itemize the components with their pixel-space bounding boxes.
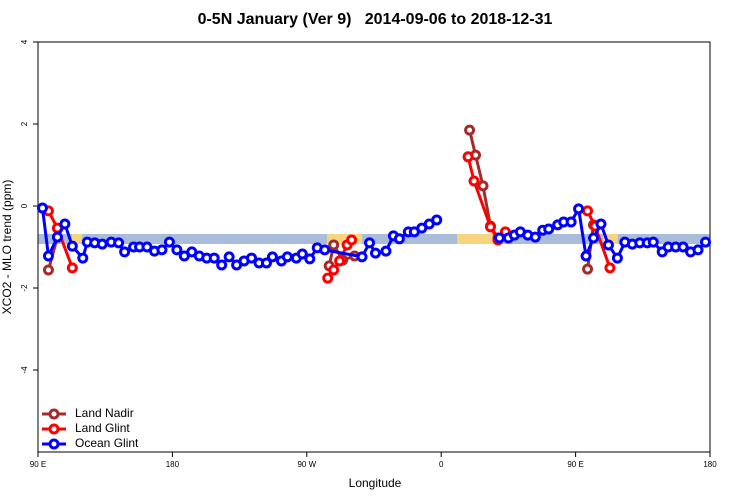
plot-frame [37,41,711,453]
data-point [59,218,71,230]
legend-label: Land Nadir [75,406,134,420]
data-point [266,251,278,263]
legend-marker [48,408,60,420]
data-point [582,263,594,275]
data-point [464,124,476,136]
data-point [602,239,614,251]
data-point [260,257,272,269]
data-point [304,253,316,265]
data-point [328,264,340,276]
y-tick-label: 4 [20,39,29,44]
legend-label: Land Glint [75,421,130,435]
data-point [334,255,346,267]
background-band [38,234,710,244]
data-point [364,237,376,249]
data-point [647,236,659,248]
data-point [565,216,577,228]
data-point [595,218,607,230]
chart-title: 0-5N January (Ver 9) 2014-09-06 to 2018-… [198,11,553,28]
x-tick-label: 90 E [567,460,583,469]
data-point [296,248,308,260]
y-tick-label: -4 [20,366,29,374]
legend-marker [48,438,60,450]
y-tick-label: 2 [20,121,29,126]
x-axis-label: Longitude [349,476,402,490]
data-point [543,223,555,235]
legend-marker [48,423,60,435]
data-point [66,240,78,252]
data-point [700,236,712,248]
x-tick-label: 180 [703,460,717,469]
data-point [692,244,704,256]
x-tick-label: 180 [166,460,180,469]
data-point [356,251,368,263]
data-point [42,264,54,276]
data-point [369,247,381,259]
data-point [163,236,175,248]
data-point [393,233,405,245]
data-point [468,175,480,187]
data-point [51,231,63,243]
data-point [573,203,585,215]
data-point [328,239,340,251]
data-point [216,259,228,271]
data-point [529,231,541,243]
y-tick-label: 0 [20,203,29,208]
data-point [611,252,623,264]
data-point [66,262,78,274]
data-point [493,232,505,244]
data-point [36,202,48,214]
x-tick-label: 0 [439,460,444,469]
legend-label: Ocean Glint [75,436,139,450]
data-point [462,151,474,163]
data-point [588,232,600,244]
data-point [431,214,443,226]
data-point [171,244,183,256]
data-point [380,245,392,257]
data-point [281,251,293,263]
y-tick-label: -2 [20,284,29,292]
data-point [42,250,54,262]
data-point [604,262,616,274]
data-point [156,244,168,256]
data-point [346,234,358,246]
data-point [223,251,235,263]
data-point [113,237,125,249]
data-point [580,250,592,262]
data-point [77,252,89,264]
data-point [246,252,258,264]
data-point [582,205,594,217]
x-tick-label: 90 W [297,460,316,469]
data-point [477,180,489,192]
data-point [96,238,108,250]
data-point [319,244,331,256]
data-point [119,246,131,258]
y-axis-label: XCO2 - MLO trend (ppm) [0,180,14,315]
data-point [677,241,689,253]
data-point [208,252,220,264]
data-point [484,221,496,233]
data-point [322,272,334,284]
x-tick-label: 90 E [30,460,46,469]
